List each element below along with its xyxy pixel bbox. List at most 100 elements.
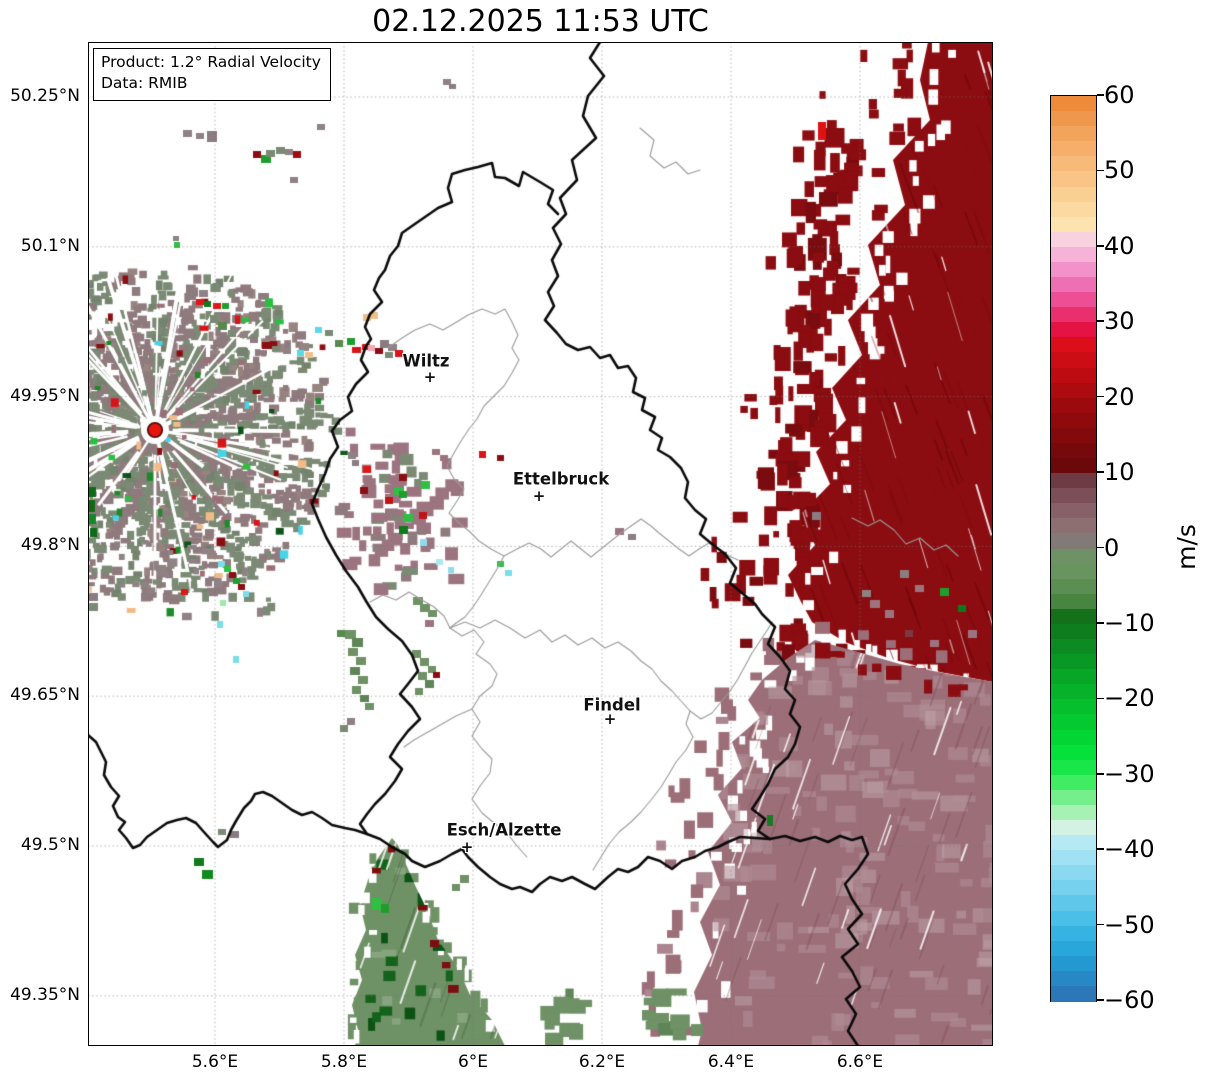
colorbar-tick-mark xyxy=(1096,923,1104,926)
colorbar-band xyxy=(1051,261,1096,278)
colorbar-band xyxy=(1051,593,1096,610)
colorbar-band xyxy=(1051,518,1096,534)
colorbar-tick-mark xyxy=(1096,697,1104,700)
colorbar-tick-label: 0 xyxy=(1104,533,1120,562)
colorbar-band xyxy=(1051,744,1096,761)
colorbar-band xyxy=(1051,488,1096,504)
colorbar-band xyxy=(1051,382,1096,399)
y-tick-label: 50.25°N xyxy=(10,86,80,106)
colorbar-band xyxy=(1051,714,1096,731)
colorbar-band xyxy=(1051,880,1096,896)
colorbar-tick-label: 30 xyxy=(1104,307,1135,336)
colorbar-tick-mark xyxy=(1096,622,1104,624)
figure-title: 02.12.2025 11:53 UTC xyxy=(372,4,709,39)
colorbar-band xyxy=(1051,337,1096,353)
y-tick-label: 49.8°N xyxy=(20,535,80,556)
x-tick-label: 5.6°E xyxy=(191,1052,239,1072)
city-marker-icon: + xyxy=(532,487,546,506)
y-tick-label: 49.5°N xyxy=(20,835,80,855)
colorbar-band xyxy=(1051,141,1096,157)
colorbar-band xyxy=(1051,608,1096,625)
colorbar-band xyxy=(1051,578,1096,595)
colorbar-band xyxy=(1051,427,1096,444)
colorbar-tick-mark xyxy=(1096,320,1104,323)
colorbar-tick-mark xyxy=(1096,94,1104,96)
colorbar-band xyxy=(1051,850,1096,866)
colorbar-band xyxy=(1051,473,1096,489)
y-tick-label: 49.95°N xyxy=(10,385,80,406)
colorbar-band xyxy=(1051,442,1096,459)
colorbar-band xyxy=(1051,563,1096,580)
colorbar-band xyxy=(1051,126,1096,142)
colorbar-band xyxy=(1051,367,1096,384)
colorbar-band xyxy=(1051,729,1096,746)
colorbar-band xyxy=(1051,759,1096,776)
x-tick-label: 6.6°E xyxy=(836,1052,884,1072)
colorbar-band xyxy=(1051,186,1096,203)
colorbar-band xyxy=(1051,699,1096,715)
colorbar-band xyxy=(1051,412,1096,429)
colorbar-band xyxy=(1051,835,1096,851)
colorbar-tick-label: 40 xyxy=(1104,231,1135,260)
product-label: Product: 1.2° Radial Velocity xyxy=(101,53,321,71)
colorbar-band xyxy=(1051,955,1096,972)
colorbar-band xyxy=(1051,940,1096,957)
colorbar-band xyxy=(1051,970,1096,987)
colorbar-band xyxy=(1051,216,1096,233)
colorbar-tick-label: −30 xyxy=(1104,759,1155,788)
colorbar-band xyxy=(1051,548,1096,565)
colorbar-band xyxy=(1051,985,1096,1002)
city-marker-icon: + xyxy=(460,838,474,857)
colorbar-tick-label: 20 xyxy=(1104,382,1135,411)
colorbar-tick-label: −50 xyxy=(1104,910,1155,939)
colorbar-band xyxy=(1051,231,1096,248)
colorbar-band xyxy=(1051,639,1096,655)
colorbar-unit-label: m/s xyxy=(1172,524,1201,570)
colorbar-band xyxy=(1051,292,1096,308)
colorbar-band xyxy=(1051,246,1096,263)
colorbar-tick-mark xyxy=(1096,169,1104,172)
colorbar-tick-mark xyxy=(1096,848,1104,850)
map-plot-area: Product: 1.2° Radial Velocity Data: RMIB xyxy=(88,42,993,1046)
colorbar-band xyxy=(1051,774,1096,791)
city-label: Esch/Alzette xyxy=(446,820,562,840)
city-marker-icon: + xyxy=(423,368,437,387)
data-source-label: Data: RMIB xyxy=(101,74,188,93)
colorbar-tick-label: 50 xyxy=(1104,156,1135,185)
colorbar-band xyxy=(1051,96,1096,112)
colorbar-band xyxy=(1051,533,1096,550)
x-tick-label: 6°E xyxy=(457,1052,489,1072)
colorbar-tick-mark xyxy=(1096,772,1104,775)
colorbar-band xyxy=(1051,910,1096,927)
colorbar-band xyxy=(1051,623,1096,640)
colorbar-band xyxy=(1051,171,1096,188)
colorbar-band xyxy=(1051,201,1096,218)
y-tick-label: 49.35°N xyxy=(10,984,80,1005)
colorbar-tick-label: 60 xyxy=(1104,81,1135,109)
colorbar-band xyxy=(1051,669,1096,685)
colorbar-tick-mark xyxy=(1096,471,1104,473)
colorbar-tick-mark xyxy=(1096,245,1104,247)
colorbar xyxy=(1050,95,1097,1002)
colorbar-tick-label: 10 xyxy=(1104,458,1135,487)
colorbar-band xyxy=(1051,865,1096,881)
colorbar-band xyxy=(1051,156,1096,172)
city-label: Findel xyxy=(583,695,641,715)
colorbar-band xyxy=(1051,925,1096,942)
colorbar-band xyxy=(1051,307,1096,323)
x-tick-label: 5.8°E xyxy=(320,1052,368,1072)
colorbar-band xyxy=(1051,684,1096,700)
colorbar-band xyxy=(1051,277,1096,293)
colorbar-tick-label: −10 xyxy=(1104,608,1155,637)
y-tick-label: 50.1°N xyxy=(20,235,80,256)
colorbar-band xyxy=(1051,895,1096,912)
colorbar-band xyxy=(1051,654,1096,670)
colorbar-tick-label: −20 xyxy=(1104,684,1155,713)
x-tick-label: 6.4°E xyxy=(707,1052,755,1072)
colorbar-band xyxy=(1051,322,1096,338)
city-label: Ettelbruck xyxy=(512,469,610,489)
city-label: Wiltz xyxy=(402,351,450,371)
city-marker-icon: + xyxy=(603,710,617,729)
colorbar-band xyxy=(1051,352,1096,369)
colorbar-band xyxy=(1051,820,1096,836)
